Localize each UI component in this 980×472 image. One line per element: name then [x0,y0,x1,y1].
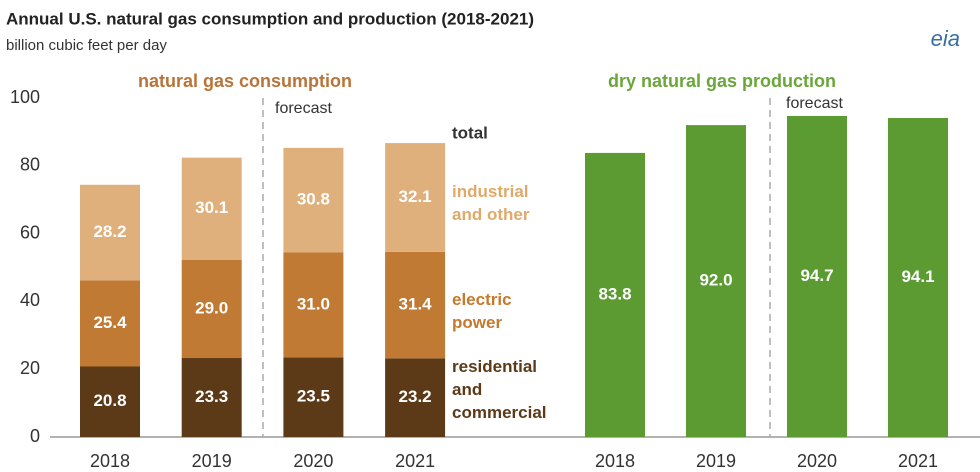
data-label: 94.1 [901,267,934,286]
data-label: 94.7 [800,266,833,285]
bar-segment [80,184,140,281]
bar-segment [283,252,344,358]
y-tick-label: 20 [20,358,40,378]
legend-label: residential and commercial [452,357,547,422]
bar-segment [80,280,140,367]
y-tick-label: 40 [20,290,40,310]
title: Annual U.S. natural gas consumption and … [6,9,534,28]
x-tick-label: 2019 [192,451,232,471]
logo: eia [931,26,960,51]
bar-segment [385,358,446,437]
x-tick-label: 2020 [797,451,837,471]
data-label: 23.2 [399,387,432,406]
data-label: 31.4 [399,295,433,314]
data-label: 32.1 [399,187,432,206]
bar-segment [385,251,446,359]
x-tick-label: 2020 [293,451,333,471]
x-tick-label: 2018 [90,451,130,471]
bar [787,115,847,437]
bar-segment [181,259,242,359]
total-label: total [452,123,488,142]
bar [888,118,948,437]
legend-label: electric power [452,290,512,332]
data-label: 23.5 [297,387,330,406]
bar-segment [181,358,242,437]
bar [585,152,645,437]
x-tick-label: 2018 [595,451,635,471]
data-label: 20.8 [93,391,126,410]
subtitle: billion cubic feet per day [6,37,167,54]
annotation: forecast [786,95,843,112]
panel-title: natural gas consumption [138,71,352,91]
bar-segment [80,366,140,437]
bar-segment [181,157,242,260]
data-label: 25.4 [93,313,127,332]
data-label: 23.3 [195,387,228,406]
bar-segment [283,147,344,253]
data-label: 31.0 [297,294,330,313]
annotation: forecast [275,100,332,117]
legend-label: industrial and other [452,182,530,224]
data-label: 30.1 [195,198,228,217]
bar [686,125,746,438]
data-label: 29.0 [195,298,228,317]
data-label: 30.8 [297,190,330,209]
data-label: 92.0 [699,271,732,290]
y-tick-label: 60 [20,222,40,242]
panel-title: dry natural gas production [608,71,836,91]
x-tick-label: 2019 [696,451,736,471]
y-tick-label: 80 [20,155,40,175]
bar-segment [283,357,344,437]
data-label: 28.2 [93,222,126,241]
bar-segment [385,143,446,252]
x-tick-label: 2021 [898,451,938,471]
x-tick-label: 2021 [395,451,435,471]
data-label: 83.8 [598,284,631,303]
y-tick-label: 100 [10,87,40,107]
y-tick-label: 0 [30,426,40,446]
